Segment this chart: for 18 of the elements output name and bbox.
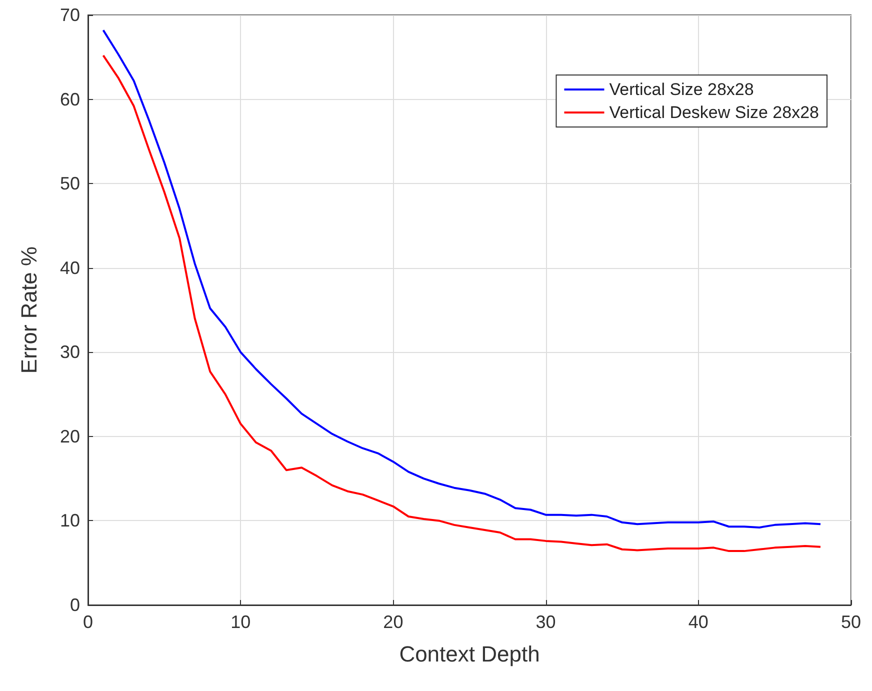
x-tick-label: 0 [82,612,94,632]
x-tick-label: 10 [230,612,251,632]
x-tick-label: 30 [536,612,556,632]
legend-label: Vertical Deskew Size 28x28 [609,103,820,122]
x-tick-label: 50 [840,612,862,632]
y-tick-label: 30 [60,342,80,362]
y-tick-label: 70 [60,5,80,25]
x-axis-title: Context Depth [399,642,540,666]
y-tick-label: 10 [60,510,80,531]
y-tick-label: 40 [60,258,80,278]
y-tick-label: 0 [70,595,80,615]
x-tick-label: 20 [383,612,404,632]
y-axis-title: Error Rate % [16,246,42,374]
y-tick-label: 20 [60,426,80,446]
x-tick-label: 40 [688,612,708,632]
y-tick-label: 60 [60,89,80,110]
legend-label: Vertical Size 28x28 [609,80,754,99]
y-tick-label: 50 [60,174,80,194]
